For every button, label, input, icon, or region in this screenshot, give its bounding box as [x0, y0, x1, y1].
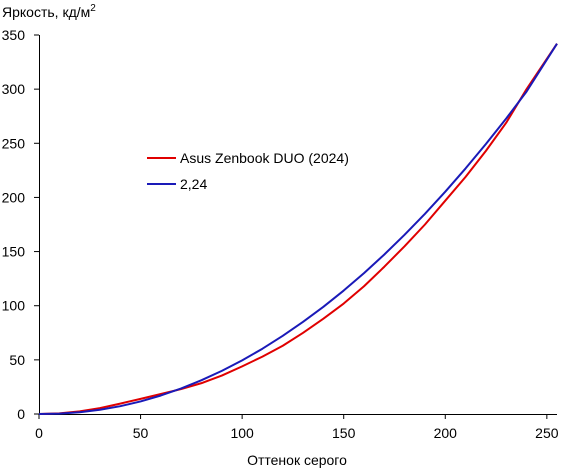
- x-tick-label: 250: [535, 425, 559, 441]
- y-tick-label: 300: [2, 81, 26, 97]
- x-tick-label: 200: [434, 425, 458, 441]
- x-tick-label: 150: [332, 425, 356, 441]
- x-axis-title: Оттенок серого: [247, 452, 347, 468]
- x-tick-label: 100: [230, 425, 254, 441]
- y-tick-label: 50: [9, 352, 25, 368]
- legend-label-gamma: 2,24: [180, 176, 207, 192]
- y-tick-label: 250: [2, 135, 26, 151]
- plot-frame: [39, 35, 557, 415]
- x-tick-label: 50: [133, 425, 149, 441]
- x-axis-ticks: 0 50 100 150 200 250: [35, 414, 559, 441]
- series-layer: [38, 43, 558, 415]
- x-tick-label: 0: [35, 425, 43, 441]
- legend-label-asus: Asus Zenbook DUO (2024): [180, 150, 349, 166]
- series-line-gamma: [38, 43, 558, 415]
- y-tick-label: 150: [2, 244, 26, 260]
- y-tick-label: 350: [2, 27, 26, 43]
- legend: Asus Zenbook DUO (2024) 2,24: [147, 150, 349, 192]
- y-axis-title-text: Яркость, кд/м: [2, 4, 90, 20]
- y-tick-label: 0: [17, 406, 25, 422]
- y-axis-title-superscript: 2: [90, 3, 96, 14]
- series-line-asus: [38, 43, 558, 415]
- y-axis-title: Яркость, кд/м2: [2, 3, 96, 20]
- y-tick-label: 200: [2, 189, 26, 205]
- y-tick-label: 100: [2, 298, 26, 314]
- y-axis-ticks: 0 50 100 150 200 250 300 350: [2, 27, 39, 422]
